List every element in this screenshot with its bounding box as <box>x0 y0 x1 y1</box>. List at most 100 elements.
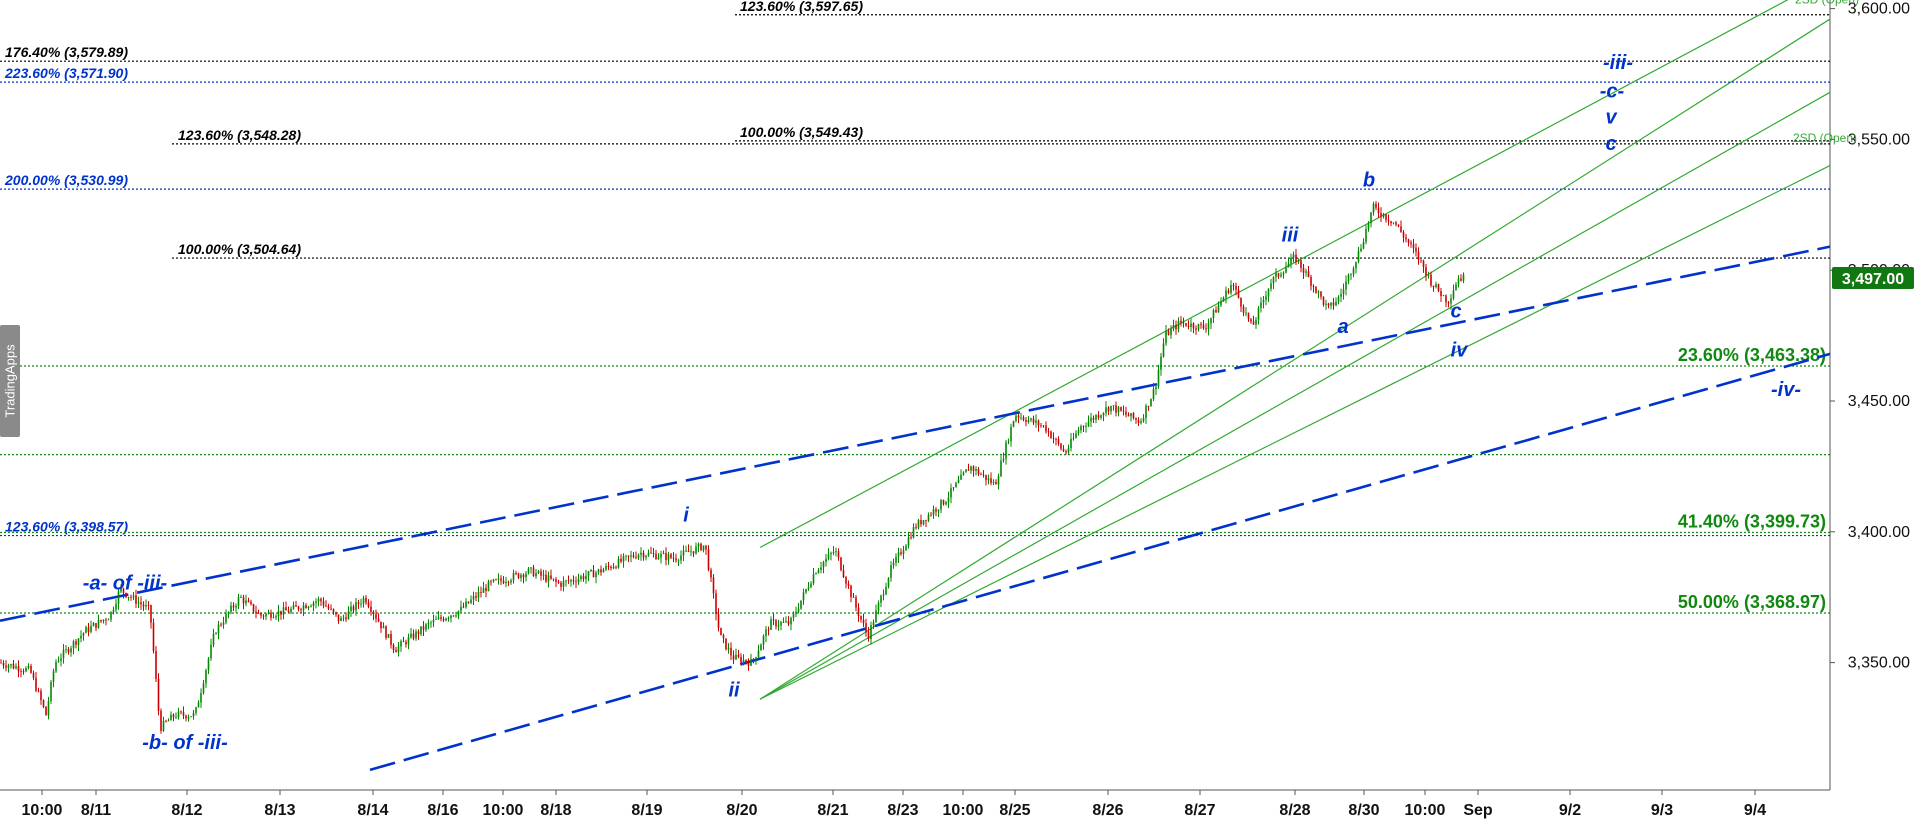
wave-label: iii <box>1282 224 1299 246</box>
candle-body <box>1237 289 1240 298</box>
candle-body <box>1457 278 1460 285</box>
candle-body <box>1327 303 1330 306</box>
candle-body <box>1007 441 1010 443</box>
x-tick-label: 10:00 <box>483 802 524 819</box>
candle-body <box>467 601 470 604</box>
candle-body <box>1435 284 1437 287</box>
candle-body <box>705 545 707 550</box>
candle-body <box>457 610 460 616</box>
candle-body <box>1272 277 1275 284</box>
candle-body <box>430 622 432 624</box>
candle-body <box>910 537 912 539</box>
candle-body <box>1207 323 1210 330</box>
candle-body <box>195 707 197 713</box>
candle-body <box>1102 413 1105 416</box>
candle-body <box>1300 260 1302 268</box>
candle-body <box>557 581 560 583</box>
candle-body <box>800 600 802 609</box>
candle-body <box>1037 420 1040 426</box>
candle-body <box>1197 324 1200 330</box>
candle-body <box>30 665 32 673</box>
candle-body <box>100 619 102 622</box>
candle-body <box>32 672 35 678</box>
candle-body <box>835 551 837 552</box>
candle-body <box>332 608 335 613</box>
candle-body <box>802 592 805 601</box>
candle-body <box>695 546 697 554</box>
candle-body <box>612 566 615 569</box>
candle-body <box>1052 438 1055 439</box>
x-tick-label: 8/14 <box>357 802 388 819</box>
candle-body <box>230 605 232 613</box>
candle-body <box>622 556 625 562</box>
candle-body <box>1377 207 1380 214</box>
candle-body <box>605 566 607 570</box>
candle-body <box>10 664 12 666</box>
candle-body <box>1057 439 1060 444</box>
candle-body <box>900 552 902 555</box>
candle-body <box>487 581 490 591</box>
candle-body <box>205 670 207 684</box>
candle-body <box>402 641 405 643</box>
candle-body <box>682 550 685 556</box>
candle-body <box>37 690 40 692</box>
fib-level-label: 123.60% (3,548.28) <box>178 127 301 143</box>
candle-body <box>610 566 612 569</box>
candle-body <box>687 550 690 552</box>
candle-body <box>795 611 797 614</box>
candle-body <box>1055 438 1057 440</box>
candle-body <box>922 520 925 525</box>
candle-body <box>830 553 832 555</box>
candle-body <box>1042 425 1045 427</box>
candle-body <box>867 631 870 640</box>
wave-label: -b- of -iii- <box>142 732 228 754</box>
candle-body <box>840 557 842 571</box>
candle-body <box>850 585 852 598</box>
candle-body <box>1165 331 1167 344</box>
candle-body <box>295 605 297 607</box>
candle-body <box>112 609 115 612</box>
candle-body <box>842 570 845 578</box>
y-tick-label: 3,550.00 <box>1848 131 1910 148</box>
candle-body <box>1172 325 1175 329</box>
candle-body <box>45 706 47 716</box>
candle-body <box>492 579 495 582</box>
candle-body <box>162 720 165 731</box>
candle-body <box>1242 306 1245 313</box>
candle-body <box>415 631 417 639</box>
candle-body <box>380 621 382 629</box>
candle-body <box>1170 328 1172 336</box>
candle-body <box>992 481 995 483</box>
candle-body <box>790 617 792 625</box>
candle-body <box>350 606 352 612</box>
candle-body <box>367 602 370 607</box>
candle-body <box>1295 254 1297 262</box>
candle-body <box>435 619 437 620</box>
candle-body <box>365 597 367 603</box>
x-tick-label: 10:00 <box>1405 802 1446 819</box>
candle-body <box>190 716 192 718</box>
candle-body <box>147 605 150 606</box>
candle-body <box>1087 421 1090 427</box>
candle-body <box>955 482 957 488</box>
candle-body <box>997 476 1000 485</box>
candle-body <box>1290 257 1292 264</box>
candle-body <box>1345 281 1347 290</box>
candle-body <box>1275 273 1277 278</box>
candle-body <box>267 612 270 614</box>
candle-body <box>717 614 720 628</box>
candle-body <box>277 610 280 617</box>
candle-body <box>17 666 20 672</box>
candle-body <box>290 608 292 613</box>
candle-body <box>745 659 747 663</box>
candle-body <box>645 555 647 558</box>
candle-body <box>1340 293 1342 297</box>
wave-label: c <box>1450 300 1461 322</box>
candle-body <box>450 615 452 619</box>
candle-body <box>775 620 777 627</box>
candle-body <box>1032 418 1035 423</box>
candle-body <box>417 631 420 635</box>
candle-body <box>1410 242 1412 245</box>
channel-tag: 2SD (Open) <box>1793 131 1857 145</box>
candle-body <box>760 644 762 651</box>
